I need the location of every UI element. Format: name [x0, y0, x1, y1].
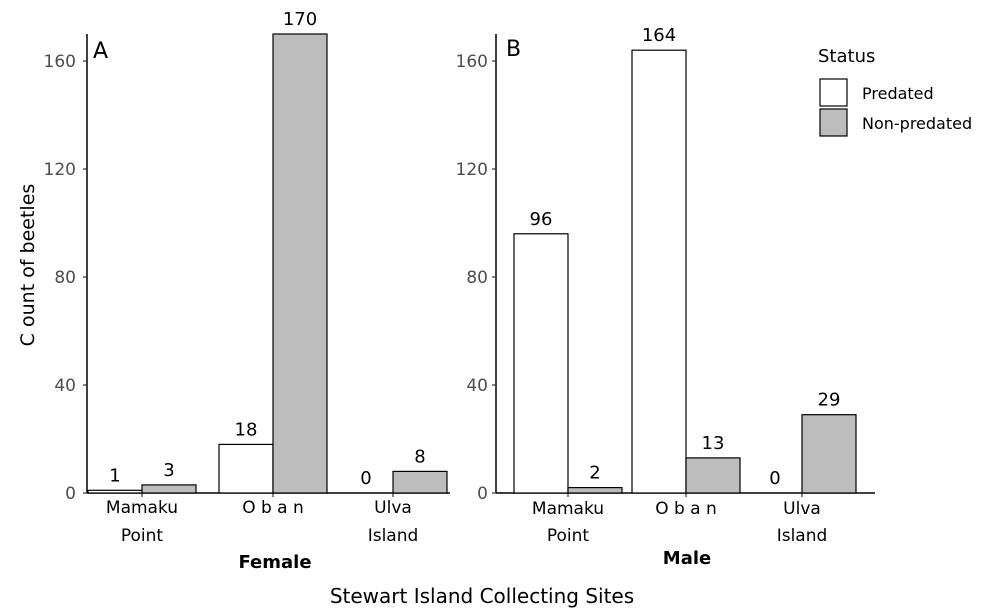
category-label: Island	[777, 526, 828, 546]
bar	[513, 233, 569, 494]
panel-letter: A	[93, 39, 108, 64]
panel-male: 0 40 80 120 160 B 96 2 Mamaku Point 164 13 O b a n 0 2…	[456, 25, 875, 569]
sex-label: Female	[238, 552, 311, 573]
bar	[87, 489, 143, 494]
y-axis-label: C ount of beetles	[17, 184, 39, 347]
bar	[567, 487, 623, 494]
data-label: 13	[702, 433, 725, 454]
y-tick-label: 80	[466, 268, 488, 288]
data-label: 96	[530, 209, 553, 230]
y-tick-label: 80	[54, 268, 76, 288]
bar	[272, 33, 328, 494]
category-label: Mamaku	[532, 499, 604, 519]
data-label: 2	[589, 463, 600, 484]
category-label: Ulva	[374, 498, 412, 518]
y-tick-label: 40	[54, 376, 76, 396]
data-label: 164	[642, 25, 676, 46]
data-label: 29	[818, 390, 841, 411]
panel-letter: B	[506, 37, 521, 62]
category-label: Point	[121, 526, 164, 546]
y-tick-label: 120	[44, 160, 76, 180]
legend-label-non-predated: Non-predated	[862, 114, 972, 133]
sex-label: Male	[663, 548, 711, 569]
data-label: 0	[360, 468, 371, 489]
y-tick-label: 0	[477, 484, 488, 504]
y-tick-label: 160	[44, 52, 76, 72]
y-tick-label: 120	[456, 160, 488, 180]
category-label: O b a n	[655, 499, 717, 519]
legend-title: Status	[818, 46, 875, 67]
legend-label-predated: Predated	[862, 84, 934, 103]
panel-female: 0 40 80 120 160 A 1 3 Mamaku Point 18 170 O b a n 0 8 U…	[44, 9, 450, 573]
y-tick-label: 40	[466, 376, 488, 396]
data-label: 3	[163, 460, 174, 481]
bar	[631, 49, 687, 494]
category-label: Ulva	[783, 499, 821, 519]
bar	[801, 414, 857, 494]
legend: Status Predated Non-predated	[818, 46, 972, 137]
data-label: 170	[283, 9, 317, 30]
bar	[141, 484, 197, 494]
x-axis-label: Stewart Island Collecting Sites	[330, 584, 634, 608]
y-tick-label: 160	[456, 52, 488, 72]
data-label: 1	[109, 465, 120, 486]
bar	[218, 443, 274, 494]
data-label: 18	[235, 419, 258, 440]
legend-swatch-predated	[819, 78, 848, 107]
bar	[685, 457, 741, 494]
bar	[392, 470, 448, 494]
data-label: 0	[769, 468, 780, 489]
category-label: Island	[368, 526, 419, 546]
y-tick-label: 0	[65, 484, 76, 504]
category-label: Mamaku	[106, 498, 178, 518]
category-label: Point	[547, 526, 590, 546]
category-label: O b a n	[242, 498, 304, 518]
data-label: 8	[414, 446, 425, 467]
legend-swatch-non-predated	[819, 108, 848, 137]
